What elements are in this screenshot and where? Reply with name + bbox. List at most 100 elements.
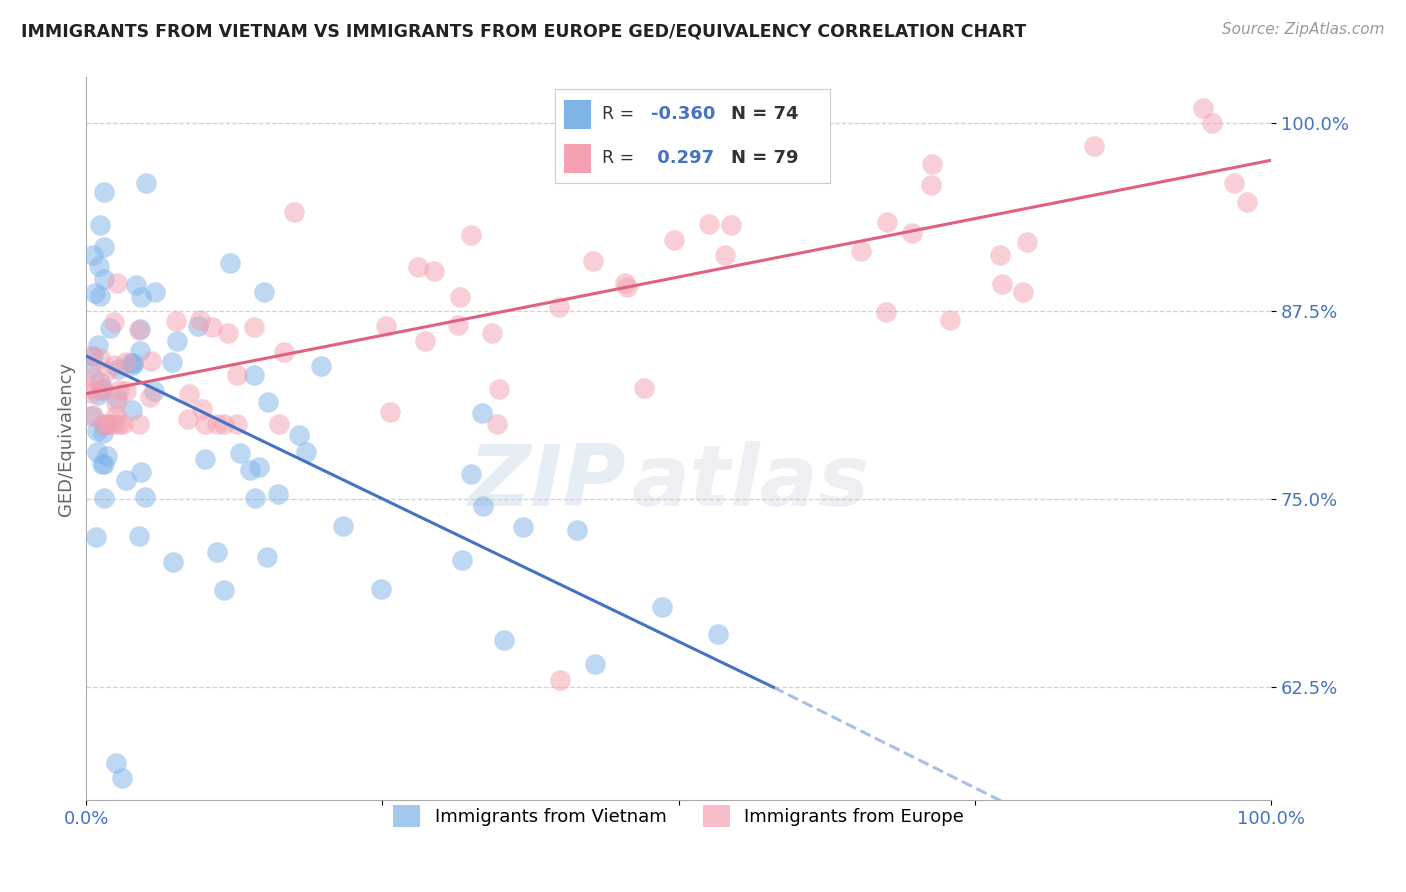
Text: atlas: atlas (631, 441, 869, 524)
Point (80, 386, 103, 401)
Point (257, 395, 280, 409)
Bar (564, 100, 591, 129)
Point (488, 382, 510, 396)
Point (89, 289, 111, 303)
Point (287, 428, 309, 442)
Point (121, 402, 143, 417)
Point (374, 319, 396, 334)
Point (990, 277, 1012, 291)
Point (177, 387, 200, 401)
Point (80, 381, 103, 395)
Point (93, 185, 115, 199)
Point (187, 319, 209, 334)
Point (115, 355, 138, 369)
Point (243, 320, 266, 334)
Point (98, 321, 121, 335)
Point (613, 276, 636, 290)
Point (194, 417, 217, 431)
Point (567, 523, 589, 537)
Point (205, 417, 228, 431)
Point (90, 457, 112, 471)
Point (160, 355, 183, 369)
Point (89, 375, 111, 389)
Text: -0.360: -0.360 (651, 105, 716, 123)
Point (97, 417, 120, 431)
Point (512, 520, 534, 534)
Bar (564, 144, 591, 173)
Point (105, 392, 128, 406)
Point (87, 388, 110, 402)
Point (104, 395, 127, 409)
Point (103, 359, 125, 373)
Point (111, 417, 134, 431)
Point (239, 463, 262, 477)
Point (253, 285, 276, 299)
Point (256, 549, 278, 564)
Point (134, 490, 156, 504)
Point (226, 368, 249, 383)
Point (616, 280, 638, 294)
Point (651, 599, 673, 614)
Point (494, 633, 516, 648)
Point (242, 368, 264, 382)
Point (89, 351, 111, 366)
Point (583, 657, 606, 671)
Point (91, 417, 114, 431)
Point (79, 361, 101, 376)
Point (86, 445, 108, 459)
Point (273, 345, 295, 359)
Point (82, 370, 104, 384)
Point (122, 358, 145, 372)
Point (143, 285, 166, 299)
Point (214, 583, 236, 598)
Point (87, 259, 110, 273)
Point (86, 338, 108, 352)
Point (96, 449, 118, 463)
Point (128, 417, 150, 431)
Point (247, 459, 270, 474)
Point (120, 355, 142, 369)
Point (1083, 139, 1105, 153)
Point (125, 277, 148, 292)
Point (191, 401, 214, 416)
Point (104, 756, 127, 770)
Text: R =: R = (602, 149, 645, 167)
Point (449, 290, 471, 304)
Text: R =: R = (602, 105, 640, 123)
Point (128, 529, 150, 543)
Point (82, 409, 104, 423)
Point (212, 417, 235, 431)
Point (697, 217, 720, 231)
Point (194, 451, 217, 466)
Point (103, 315, 125, 329)
Text: ZIP: ZIP (468, 441, 626, 524)
Point (1017, 235, 1039, 249)
Point (900, 226, 922, 240)
Point (720, 218, 742, 232)
Point (89, 218, 111, 232)
Point (205, 545, 228, 559)
Point (938, 313, 960, 327)
Point (283, 204, 305, 219)
Point (446, 318, 468, 332)
Point (129, 465, 152, 479)
Point (460, 227, 482, 242)
Point (243, 491, 266, 506)
Point (93, 418, 115, 433)
Point (166, 334, 188, 348)
Text: N = 79: N = 79 (731, 149, 799, 167)
Point (225, 417, 247, 431)
Point (1012, 285, 1035, 299)
Point (93, 457, 115, 471)
Point (921, 157, 943, 171)
Point (115, 384, 138, 398)
Point (471, 407, 494, 421)
Point (107, 361, 129, 376)
Point (93, 271, 115, 285)
Point (486, 417, 509, 431)
Point (84, 529, 107, 543)
Point (633, 381, 655, 395)
Point (1223, 176, 1246, 190)
Point (115, 473, 138, 487)
Point (876, 215, 898, 229)
